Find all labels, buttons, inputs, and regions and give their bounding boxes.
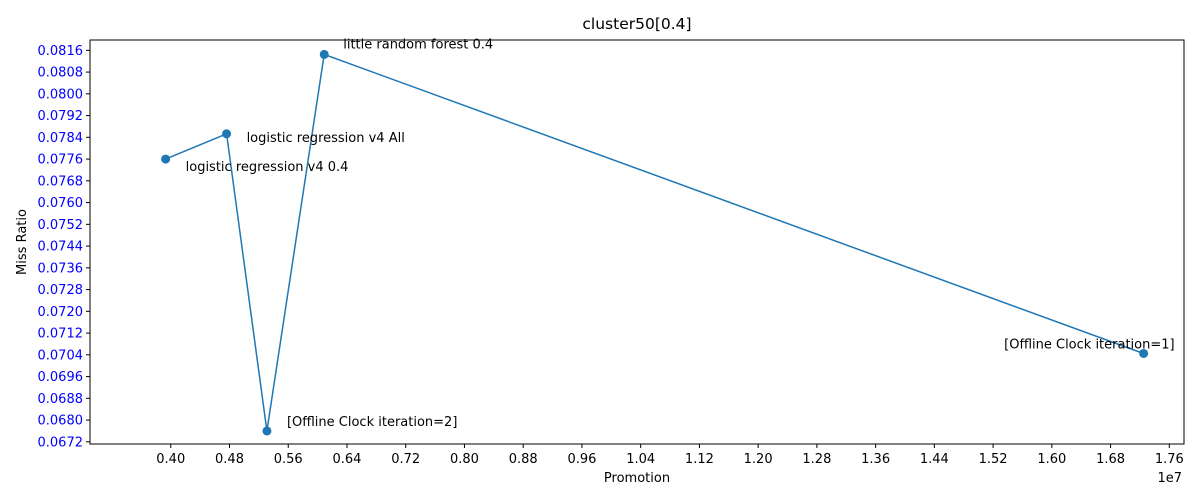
x-tick-label: 1.28 (802, 452, 831, 467)
y-tick-label: 0.0688 (38, 392, 84, 407)
y-tick-label: 0.0712 (38, 327, 84, 342)
x-tick-label: 1.52 (979, 452, 1008, 467)
y-tick-label: 0.0800 (38, 87, 84, 102)
x-axis-label: Promotion (604, 471, 670, 486)
data-point (319, 49, 329, 59)
y-axis-label: Miss Ratio (15, 209, 30, 275)
y-tick-label: 0.0744 (38, 240, 84, 255)
x-tick-label: 1.36 (861, 452, 890, 467)
x-tick-label: 1.12 (685, 452, 714, 467)
point-annotation: logistic regression v4 All (247, 131, 405, 146)
x-tick-label: 0.80 (450, 452, 479, 467)
y-tick-label: 0.0752 (38, 218, 84, 233)
x-tick-label: 0.88 (509, 452, 538, 467)
series-layer (161, 49, 1149, 436)
y-tick-label: 0.0776 (38, 153, 84, 168)
y-tick-label: 0.0808 (38, 66, 84, 81)
y-tick-label: 0.0784 (38, 131, 84, 146)
annotation-layer: logistic regression v4 0.4 logistic regre… (186, 37, 1175, 430)
x-tick-label: 0.40 (156, 452, 185, 467)
y-tick-label: 0.0760 (38, 196, 84, 211)
y-tick-label: 0.0792 (38, 109, 84, 124)
data-point (222, 129, 232, 139)
x-axis-offset-label: 1e7 (1157, 471, 1182, 486)
x-tick-label: 1.76 (1155, 452, 1184, 467)
y-tick-label: 0.0704 (38, 348, 84, 363)
point-annotation: [Offline Clock iteration=1] (1004, 337, 1174, 352)
x-tick-label: 1.68 (1096, 452, 1125, 467)
y-tick-label: 0.0736 (38, 261, 84, 276)
y-axis: 0.0672 0.0680 0.0688 0.0696 0.0704 0.0712 0.07… (38, 44, 90, 450)
point-annotation: little random forest 0.4 (343, 37, 493, 52)
chart-title: cluster50[0.4] (582, 15, 691, 33)
x-tick-label: 1.04 (626, 452, 655, 467)
y-tick-label: 0.0680 (38, 414, 84, 429)
data-point (1139, 348, 1149, 358)
x-tick-label: 0.96 (567, 452, 596, 467)
plot-area (89, 39, 1185, 445)
x-tick-label: 1.44 (920, 452, 949, 467)
data-point (262, 426, 272, 436)
y-tick-label: 0.0816 (38, 44, 84, 59)
point-annotation: [Offline Clock iteration=2] (287, 415, 457, 430)
y-tick-label: 0.0672 (38, 435, 84, 450)
x-tick-label: 1.60 (1037, 452, 1066, 467)
x-tick-label: 0.56 (274, 452, 303, 467)
plot-frame (89, 39, 1185, 445)
y-tick-label: 0.0768 (38, 174, 84, 189)
data-point (161, 154, 171, 164)
x-axis: 0.40 0.48 0.56 0.64 0.72 0.80 0.88 0.96 1.04 1.12… (156, 444, 1184, 467)
y-tick-label: 0.0696 (38, 370, 84, 385)
x-tick-label: 0.64 (333, 452, 362, 467)
y-tick-label: 0.0728 (38, 283, 84, 298)
x-tick-label: 0.48 (215, 452, 244, 467)
y-tick-label: 0.0720 (38, 305, 84, 320)
x-tick-label: 0.72 (391, 452, 420, 467)
x-tick-label: 1.20 (744, 452, 773, 467)
point-annotation: logistic regression v4 0.4 (186, 160, 349, 175)
